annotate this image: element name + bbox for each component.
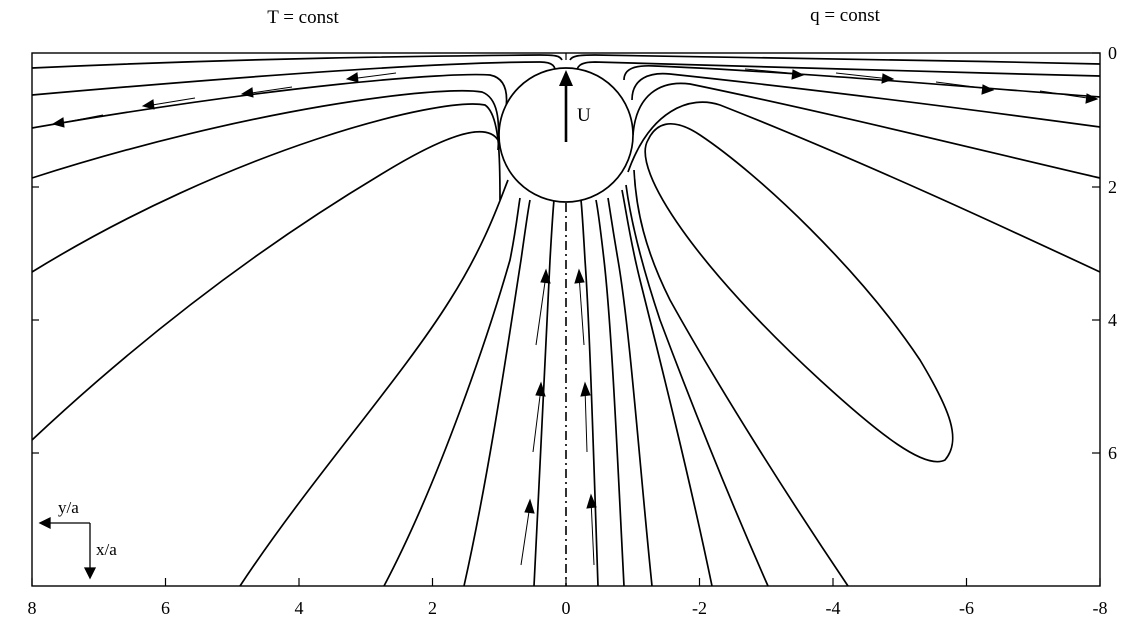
- recirculation-loop: [644, 123, 954, 463]
- x-axis-direction-label: x/a: [96, 540, 117, 559]
- flow-arrows-up: [520, 268, 597, 566]
- streamline-right: [633, 169, 849, 587]
- streamline-left: [31, 61, 557, 96]
- streamline-right: [632, 82, 1101, 179]
- streamline-right: [621, 189, 713, 587]
- streamline-left: [383, 197, 521, 587]
- streamline-right: [569, 54, 1101, 65]
- y-axis-ticks: [1092, 52, 1100, 454]
- streamline-right: [607, 197, 653, 587]
- x-tick-labels: 8 6 4 2 0 -2 -4 -6 -8: [28, 598, 1108, 618]
- flow-arrows-left: [51, 72, 397, 128]
- streamline-right: [631, 72, 1101, 128]
- velocity-label: U: [577, 105, 591, 126]
- y-tick-label: 4: [1108, 310, 1117, 330]
- x-tick-label: -4: [826, 598, 841, 618]
- x-tick-label: 8: [28, 598, 37, 618]
- streamline-left: [239, 179, 509, 587]
- streamline-right: [623, 64, 1101, 98]
- streamline-right: [575, 61, 1101, 77]
- streamline-left: [31, 89, 500, 179]
- streamline-left: [31, 103, 501, 273]
- left-boundary-label: T = const: [267, 7, 339, 28]
- streamline-right: [627, 101, 1101, 273]
- y-tick-label: 0: [1108, 43, 1117, 63]
- coordinate-indicator: [38, 516, 97, 580]
- streamline-left: [533, 199, 555, 587]
- x-tick-label: 6: [161, 598, 170, 618]
- y-tick-label: 2: [1108, 177, 1117, 197]
- velocity-arrowhead-icon: [559, 70, 573, 86]
- streamline-left: [463, 199, 531, 587]
- y-tick-label: 6: [1108, 443, 1117, 463]
- x-tick-label: 2: [428, 598, 437, 618]
- streamline-left: [31, 130, 499, 441]
- right-boundary-label: q = const: [810, 5, 881, 26]
- streamline-left: [31, 73, 508, 129]
- y-axis-direction-label: y/a: [58, 498, 79, 517]
- x-tick-label: -6: [959, 598, 974, 618]
- x-tick-label: -8: [1093, 598, 1108, 618]
- flow-arrows-right: [744, 68, 1099, 104]
- streamline-right: [625, 184, 769, 587]
- x-tick-label: 4: [295, 598, 304, 618]
- streamlines: [31, 54, 1101, 587]
- x-tick-label: -2: [692, 598, 707, 618]
- y-tick-labels: 0 2 4 6: [1108, 43, 1117, 463]
- streamline-right: [595, 199, 625, 587]
- x-tick-label: 0: [562, 598, 571, 618]
- streamline-left: [31, 54, 563, 69]
